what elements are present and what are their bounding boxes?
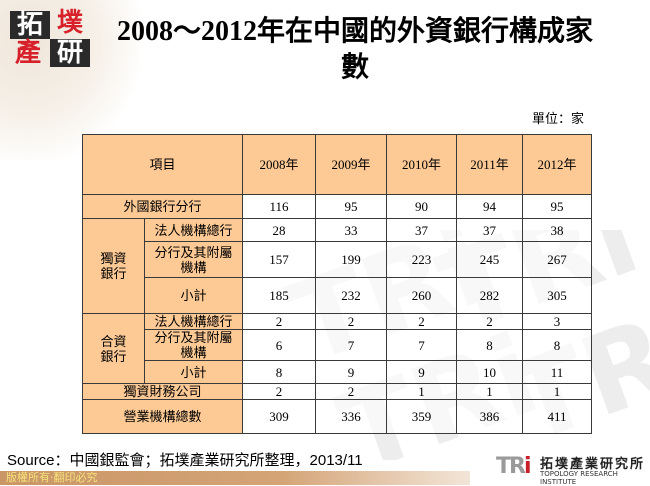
cell-value: 37 [456, 218, 523, 242]
cell-value: 1 [386, 383, 457, 400]
group-label-line: 銀行 [100, 348, 127, 364]
logo-char: 墣 [56, 8, 83, 38]
copyright-text: 版權所有‧翻印必究 [6, 472, 98, 484]
cell-value: 1 [522, 383, 592, 400]
slide-title: 2008～2012年在中國的外資銀行構成家 數 [100, 14, 610, 86]
cell-value: 9 [315, 360, 387, 384]
table-row: 分行及其附屬 機構 157 199 223 245 267 [83, 241, 592, 278]
logo-char: 產 [14, 38, 41, 68]
tri-brand-logo: TRi 拓墣產業研究所 TOPOLOGY RESEARCH INSTITUTE [476, 452, 646, 486]
tri-chinese-logo: 拓 墣 產 研 [8, 9, 94, 69]
row-label: 營業機構總數 [82, 399, 243, 434]
cell-value: 9 [386, 360, 457, 384]
row-label-line: 分行及其附屬 [154, 330, 233, 345]
table-row: 營業機構總數 309 336 359 386 411 [82, 399, 592, 434]
cell-value: 336 [315, 399, 387, 434]
table-row: 分行及其附屬 機構 6 7 7 8 8 [83, 329, 592, 361]
row-label: 法人機構總行 [144, 313, 243, 330]
cell-value: 2 [315, 383, 387, 400]
row-label-line: 分行及其附屬 [154, 244, 233, 260]
tri-mark-icon: TRi [496, 454, 531, 479]
table-row: 小計 8 9 9 10 11 [83, 360, 592, 384]
unit-label: 單位：家 [532, 111, 585, 126]
cell-value: 8 [242, 360, 316, 384]
header-year: 2012年 [522, 134, 592, 195]
header-year: 2008年 [242, 134, 316, 195]
cell-value: 28 [242, 218, 316, 242]
cell-value: 8 [522, 329, 592, 361]
group-label-wholly-owned: 獨資 銀行 [82, 218, 145, 314]
cell-value: 2 [456, 313, 523, 330]
brand-english-name: TOPOLOGY RESEARCH INSTITUTE [540, 470, 618, 486]
cell-value: 11 [522, 360, 592, 384]
title-line-2: 數 [340, 52, 369, 83]
cell-value: 2 [315, 313, 387, 330]
cell-value: 90 [386, 194, 457, 219]
cell-value: 7 [315, 329, 387, 361]
header-year: 2011年 [456, 134, 523, 195]
group-label-line: 銀行 [100, 266, 127, 281]
cell-value: 411 [522, 399, 592, 434]
source-note: Source：中國銀監會；拓墣產業研究所整理，2013/11 [7, 452, 363, 469]
row-label-line: 機構 [180, 345, 207, 360]
foreign-bank-table: 項目 2008年 2009年 2010年 2011年 2012年 外國銀行分行 … [82, 134, 592, 434]
cell-value: 260 [386, 277, 457, 314]
header-year: 2010年 [386, 134, 457, 195]
cell-value: 232 [315, 277, 387, 314]
cell-value: 305 [522, 277, 592, 314]
cell-value: 95 [522, 194, 592, 219]
cell-value: 3 [522, 313, 592, 330]
logo-char: 拓 [10, 11, 50, 39]
cell-value: 2 [242, 383, 316, 400]
table-row: 小計 185 232 260 282 305 [83, 277, 592, 314]
table-header-row: 項目 2008年 2009年 2010年 2011年 2012年 [82, 134, 592, 195]
table-row: 外國銀行分行 116 95 90 94 95 [82, 194, 592, 219]
footer-bar [0, 471, 470, 485]
row-label: 獨資財務公司 [82, 383, 243, 400]
group-label-line: 獨資 [100, 251, 127, 266]
cell-value: 267 [522, 241, 592, 278]
cell-value: 37 [386, 218, 457, 242]
cell-value: 8 [456, 329, 523, 361]
logo-char: 研 [50, 39, 90, 67]
cell-value: 2 [242, 313, 316, 330]
header-item: 項目 [82, 134, 243, 195]
cell-value: 199 [315, 241, 387, 278]
cell-value: 2 [386, 313, 457, 330]
cell-value: 95 [315, 194, 387, 219]
row-label-line: 機構 [180, 259, 207, 275]
cell-value: 7 [386, 329, 457, 361]
row-label: 分行及其附屬 機構 [144, 241, 243, 278]
brand-chinese-name: 拓墣產業研究所 [540, 457, 646, 472]
table-row: 獨資 銀行 法人機構總行 28 33 37 37 38 [82, 218, 592, 314]
row-label: 分行及其附屬 機構 [144, 329, 243, 361]
row-label: 小計 [144, 277, 243, 314]
cell-value: 386 [456, 399, 523, 434]
cell-value: 10 [456, 360, 523, 384]
cell-value: 38 [522, 218, 592, 242]
table-row: 獨資財務公司 2 2 1 1 1 [82, 383, 592, 400]
cell-value: 116 [242, 194, 316, 219]
cell-value: 359 [386, 399, 457, 434]
cell-value: 185 [242, 277, 316, 314]
cell-value: 33 [315, 218, 387, 242]
cell-value: 245 [456, 241, 523, 278]
cell-value: 94 [456, 194, 523, 219]
cell-value: 6 [242, 329, 316, 361]
row-label: 小計 [144, 360, 243, 384]
cell-value: 282 [456, 277, 523, 314]
table-row: 合資 銀行 法人機構總行 2 2 2 2 3 [82, 313, 592, 384]
group-label-line: 合資 [100, 333, 127, 349]
row-label: 外國銀行分行 [82, 194, 243, 219]
row-label: 法人機構總行 [144, 218, 243, 242]
cell-value: 157 [242, 241, 316, 278]
cell-value: 223 [386, 241, 457, 278]
cell-value: 309 [242, 399, 316, 434]
header-year: 2009年 [315, 134, 387, 195]
group-label-joint-venture: 合資 銀行 [82, 313, 145, 384]
title-line-1: 2008～2012年在中國的外資銀行構成家 [116, 16, 593, 47]
cell-value: 1 [456, 383, 523, 400]
